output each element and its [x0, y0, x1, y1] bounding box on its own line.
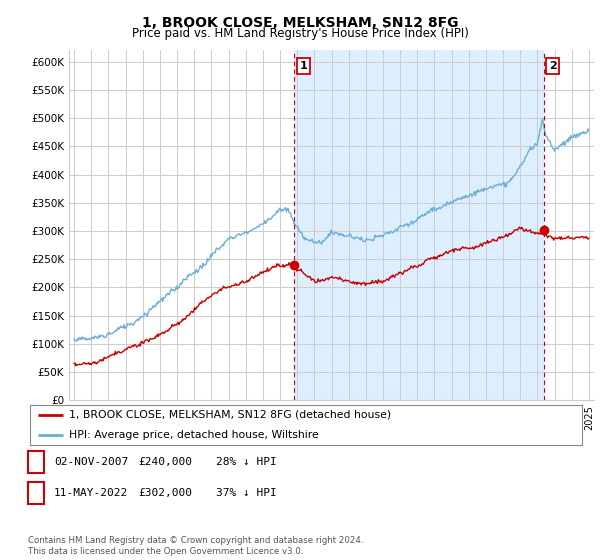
- Text: £302,000: £302,000: [138, 488, 192, 498]
- Text: 2: 2: [549, 61, 556, 71]
- Text: 37% ↓ HPI: 37% ↓ HPI: [216, 488, 277, 498]
- Text: 28% ↓ HPI: 28% ↓ HPI: [216, 457, 277, 467]
- Text: 1: 1: [299, 61, 307, 71]
- Text: 02-NOV-2007: 02-NOV-2007: [54, 457, 128, 467]
- Text: 1, BROOK CLOSE, MELKSHAM, SN12 8FG (detached house): 1, BROOK CLOSE, MELKSHAM, SN12 8FG (deta…: [68, 410, 391, 420]
- Text: Contains HM Land Registry data © Crown copyright and database right 2024.
This d: Contains HM Land Registry data © Crown c…: [28, 536, 363, 556]
- Text: £240,000: £240,000: [138, 457, 192, 467]
- Bar: [295, 50, 544, 400]
- Text: HPI: Average price, detached house, Wiltshire: HPI: Average price, detached house, Wilt…: [68, 430, 319, 440]
- Text: 2: 2: [32, 488, 40, 498]
- Text: 11-MAY-2022: 11-MAY-2022: [54, 488, 128, 498]
- Text: 1: 1: [32, 457, 40, 467]
- Text: 1, BROOK CLOSE, MELKSHAM, SN12 8FG: 1, BROOK CLOSE, MELKSHAM, SN12 8FG: [142, 16, 458, 30]
- Text: Price paid vs. HM Land Registry's House Price Index (HPI): Price paid vs. HM Land Registry's House …: [131, 27, 469, 40]
